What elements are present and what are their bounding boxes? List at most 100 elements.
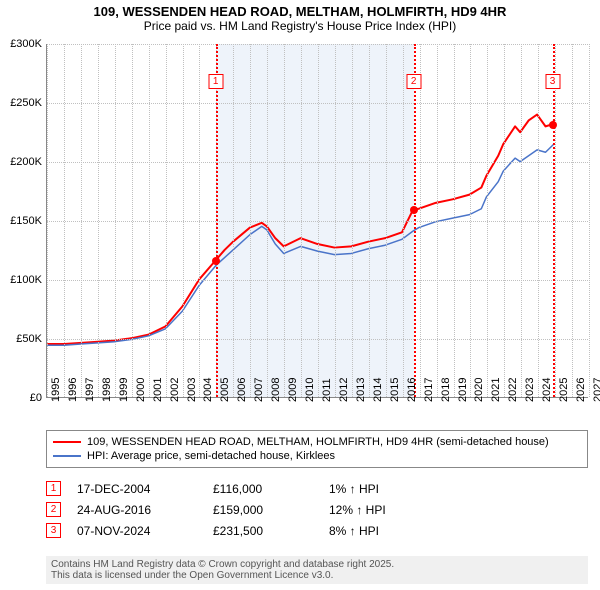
y-tick-label: £300K <box>10 38 42 50</box>
gridline-v <box>233 44 234 397</box>
x-tick-label: 2004 <box>202 378 214 402</box>
attribution: Contains HM Land Registry data © Crown c… <box>46 556 588 584</box>
x-tick-label: 2007 <box>253 378 265 402</box>
gridline-v <box>555 44 556 397</box>
gridline-v <box>352 44 353 397</box>
y-tick-label: £250K <box>10 97 42 109</box>
gridline-v <box>267 44 268 397</box>
x-tick-label: 2023 <box>524 378 536 402</box>
x-tick-label: 2000 <box>135 378 147 402</box>
y-tick-label: £150K <box>10 215 42 227</box>
x-tick-label: 2020 <box>473 378 485 402</box>
event-line <box>553 44 555 397</box>
sale-hpi: 12% ↑ HPI <box>329 503 588 517</box>
y-tick-label: £200K <box>10 156 42 168</box>
gridline-v <box>487 44 488 397</box>
sale-dot <box>549 121 557 129</box>
x-tick-label: 2001 <box>152 378 164 402</box>
x-tick-label: 1997 <box>84 378 96 402</box>
x-tick-label: 2016 <box>406 378 418 402</box>
sale-row: 2 24-AUG-2016 £159,000 12% ↑ HPI <box>46 499 588 520</box>
x-tick-label: 2014 <box>372 378 384 402</box>
gridline-v <box>149 44 150 397</box>
gridline-v <box>437 44 438 397</box>
gridline-v <box>589 44 590 397</box>
x-tick-label: 2012 <box>338 378 350 402</box>
event-line <box>414 44 416 397</box>
gridline-v <box>81 44 82 397</box>
x-tick-label: 2017 <box>423 378 435 402</box>
y-tick-label: £50K <box>16 333 42 345</box>
x-tick-label: 2021 <box>490 378 502 402</box>
sale-badge: 1 <box>46 481 61 496</box>
gridline-v <box>115 44 116 397</box>
chart-title: 109, WESSENDEN HEAD ROAD, MELTHAM, HOLMF… <box>0 0 600 19</box>
x-tick-label: 2009 <box>287 378 299 402</box>
x-tick-label: 2003 <box>186 378 198 402</box>
gridline-v <box>318 44 319 397</box>
x-tick-label: 2006 <box>236 378 248 402</box>
sale-row: 3 07-NOV-2024 £231,500 8% ↑ HPI <box>46 520 588 541</box>
sales-table: 1 17-DEC-2004 £116,000 1% ↑ HPI 2 24-AUG-2016… <box>46 478 588 541</box>
sale-price: £231,500 <box>213 524 313 538</box>
x-tick-label: 1996 <box>67 378 79 402</box>
event-marker: 1 <box>208 74 223 89</box>
x-tick-label: 2022 <box>507 378 519 402</box>
legend-row: HPI: Average price, semi-detached house,… <box>53 449 581 463</box>
x-tick-label: 2027 <box>592 378 600 402</box>
event-line <box>216 44 218 397</box>
gridline-v <box>64 44 65 397</box>
sale-date: 17-DEC-2004 <box>77 482 197 496</box>
sale-price: £116,000 <box>213 482 313 496</box>
legend-label: 109, WESSENDEN HEAD ROAD, MELTHAM, HOLMF… <box>87 436 549 448</box>
y-tick-label: £100K <box>10 274 42 286</box>
event-marker: 2 <box>406 74 421 89</box>
gridline-v <box>470 44 471 397</box>
gridline-v <box>521 44 522 397</box>
gridline-v <box>386 44 387 397</box>
chart-subtitle: Price paid vs. HM Land Registry's House … <box>0 19 600 37</box>
x-tick-label: 2024 <box>541 378 553 402</box>
legend-swatch <box>53 441 81 443</box>
gridline-v <box>199 44 200 397</box>
gridline-v <box>572 44 573 397</box>
gridline-v <box>369 44 370 397</box>
sale-hpi: 8% ↑ HPI <box>329 524 588 538</box>
legend-label: HPI: Average price, semi-detached house,… <box>87 450 335 462</box>
gridline-v <box>183 44 184 397</box>
gridline-v <box>335 44 336 397</box>
x-tick-label: 1998 <box>101 378 113 402</box>
x-tick-label: 2018 <box>440 378 452 402</box>
gridline-v <box>454 44 455 397</box>
sale-date: 24-AUG-2016 <box>77 503 197 517</box>
sale-badge: 3 <box>46 523 61 538</box>
legend-swatch <box>53 455 81 457</box>
x-tick-label: 2005 <box>219 378 231 402</box>
x-tick-label: 2015 <box>389 378 401 402</box>
x-tick-label: 2002 <box>169 378 181 402</box>
gridline-v <box>166 44 167 397</box>
gridline-v <box>284 44 285 397</box>
sale-badge: 2 <box>46 502 61 517</box>
x-tick-label: 2011 <box>321 378 333 402</box>
legend-row: 109, WESSENDEN HEAD ROAD, MELTHAM, HOLMF… <box>53 435 581 449</box>
event-marker: 3 <box>545 74 560 89</box>
sale-price: £159,000 <box>213 503 313 517</box>
x-tick-label: 1999 <box>118 378 130 402</box>
x-tick-label: 1995 <box>50 378 62 402</box>
y-tick-label: £0 <box>30 392 42 404</box>
gridline-v <box>98 44 99 397</box>
sale-date: 07-NOV-2024 <box>77 524 197 538</box>
gridline-v <box>420 44 421 397</box>
x-tick-label: 2013 <box>355 378 367 402</box>
gridline-v <box>47 44 48 397</box>
legend: 109, WESSENDEN HEAD ROAD, MELTHAM, HOLMF… <box>46 430 588 468</box>
sale-hpi: 1% ↑ HPI <box>329 482 588 496</box>
attribution-line-2: This data is licensed under the Open Gov… <box>51 570 583 581</box>
attribution-line-1: Contains HM Land Registry data © Crown c… <box>51 559 583 570</box>
x-tick-label: 2025 <box>558 378 570 402</box>
gridline-v <box>301 44 302 397</box>
x-tick-label: 2008 <box>270 378 282 402</box>
x-tick-label: 2026 <box>575 378 587 402</box>
x-tick-label: 2019 <box>457 378 469 402</box>
